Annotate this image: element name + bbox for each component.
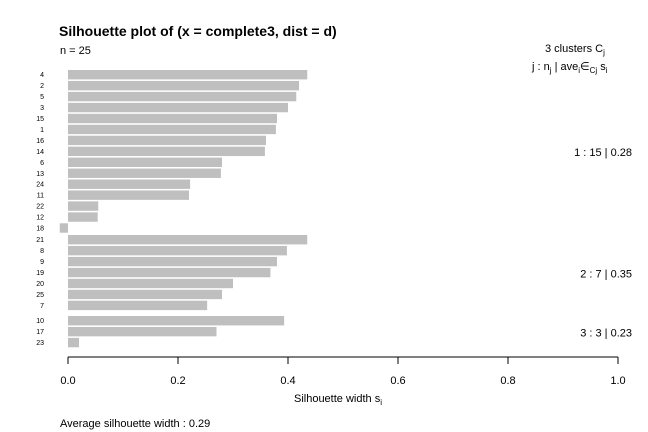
x-axis-label: Silhouette width si xyxy=(294,393,382,407)
clusters-header: 3 clusters Cj xyxy=(545,43,605,57)
x-tick-label: 0.8 xyxy=(500,375,515,387)
silhouette-bar xyxy=(68,289,222,300)
x-tick-label: 0.6 xyxy=(390,375,405,387)
row-label: 7 xyxy=(40,303,44,310)
row-label: 19 xyxy=(36,270,44,277)
row-label: 11 xyxy=(37,193,44,200)
silhouette-bar xyxy=(68,245,287,256)
cluster-summary: 2 : 7 | 0.35 xyxy=(580,268,632,280)
cluster-summary: 3 : 3 | 0.23 xyxy=(580,327,632,339)
row-label: 6 xyxy=(40,160,44,167)
silhouette-bar xyxy=(68,168,221,178)
silhouette-bar xyxy=(68,179,191,189)
row-label: 14 xyxy=(36,149,44,156)
row-label: 12 xyxy=(36,215,44,222)
silhouette-bar xyxy=(68,80,299,91)
silhouette-bar xyxy=(68,124,276,135)
row-label: 3 xyxy=(40,105,44,112)
row-labels: 4253151161461324112212182189192025710172… xyxy=(36,72,44,347)
silhouette-bar xyxy=(68,256,277,267)
row-label: 9 xyxy=(40,259,44,266)
cluster-summary-header: j : nj | avei∈Cj si xyxy=(531,61,608,75)
row-label: 13 xyxy=(36,171,44,178)
x-tick-label: 0.4 xyxy=(280,375,295,387)
row-label: 15 xyxy=(36,116,44,123)
silhouette-bar xyxy=(68,146,265,157)
silhouette-bar xyxy=(59,223,68,233)
row-label: 8 xyxy=(40,248,44,255)
row-label: 18 xyxy=(36,226,44,233)
row-label: 22 xyxy=(36,204,44,211)
row-label: 17 xyxy=(36,329,44,336)
silhouette-bar xyxy=(68,212,98,222)
average-silhouette-width: Average silhouette width : 0.29 xyxy=(60,418,210,430)
silhouette-bar xyxy=(68,201,99,211)
silhouette-bar xyxy=(68,102,288,113)
row-label: 16 xyxy=(36,138,44,145)
row-label: 25 xyxy=(36,292,44,299)
silhouette-bar xyxy=(68,135,266,146)
chart-title: Silhouette plot of (x = complete3, dist … xyxy=(59,23,337,39)
cluster-summary: 1 : 15 | 0.28 xyxy=(574,147,632,159)
silhouette-bar xyxy=(68,278,233,289)
x-tick-label: 0.0 xyxy=(60,375,75,387)
silhouette-bar xyxy=(68,326,217,337)
row-label: 2 xyxy=(40,83,44,90)
silhouette-bar xyxy=(68,190,189,200)
bars-layer xyxy=(59,70,308,348)
silhouette-bar xyxy=(68,300,208,311)
header-legend: 3 clusters Cj j : nj | avei∈Cj si xyxy=(531,43,608,75)
silhouette-bar xyxy=(68,113,277,124)
silhouette-bar xyxy=(68,70,308,80)
cluster-summaries: 1 : 15 | 0.28 2 : 7 | 0.35 3 : 3 | 0.23 xyxy=(574,147,632,339)
row-label: 10 xyxy=(36,318,44,325)
row-label: 21 xyxy=(36,237,44,244)
row-label: 5 xyxy=(40,94,44,101)
silhouette-bar xyxy=(68,157,222,167)
row-label: 1 xyxy=(40,127,44,134)
silhouette-bar xyxy=(68,316,285,326)
silhouette-bar xyxy=(68,267,271,278)
silhouette-bar xyxy=(68,91,297,102)
row-label: 23 xyxy=(36,340,44,347)
silhouette-bar xyxy=(68,337,79,348)
row-label: 20 xyxy=(36,281,44,288)
x-axis-ticks: 0.0 0.2 0.4 0.6 0.8 1.0 xyxy=(60,357,626,387)
x-tick-label: 1.0 xyxy=(610,375,625,387)
silhouette-bar xyxy=(68,235,308,245)
n-label: n = 25 xyxy=(60,45,91,57)
x-tick-label: 0.2 xyxy=(170,375,185,387)
row-label: 24 xyxy=(36,182,44,189)
row-label: 4 xyxy=(40,72,44,79)
